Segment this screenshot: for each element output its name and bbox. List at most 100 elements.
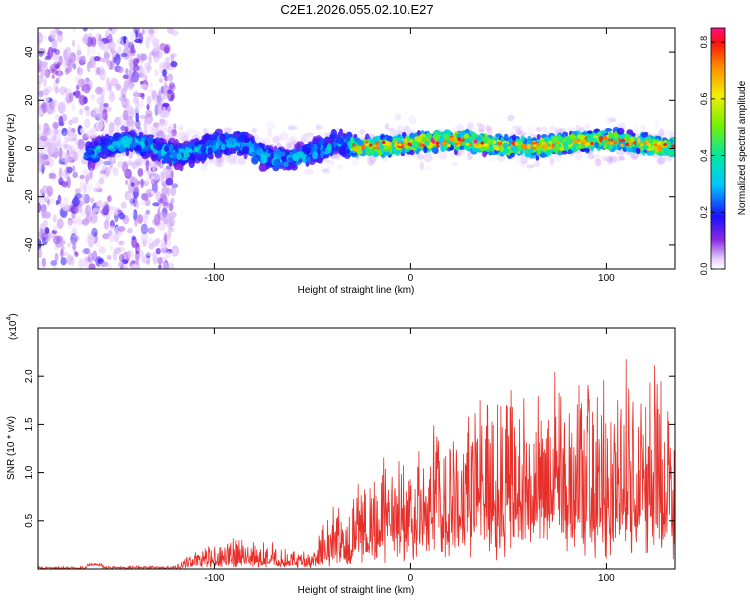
spectrogram-blob: [148, 125, 154, 133]
spectrogram-blob: [103, 160, 111, 166]
spectrogram-blob: [159, 242, 166, 254]
spectrogram-blob: [167, 73, 173, 82]
spectrogram-blob: [163, 134, 170, 139]
spectrogram-blob: [478, 124, 486, 133]
spectrogram-blob: [171, 29, 179, 36]
spectrogram-blob: [155, 102, 164, 115]
spectrogram-blob: [91, 36, 97, 48]
spectrogram-blob: [457, 122, 464, 133]
spectrogram-blob: [174, 143, 179, 153]
spectrogram-blob: [670, 144, 675, 149]
spectrogram-blob: [608, 117, 617, 123]
spectrogram-blob: [152, 218, 159, 226]
spectrogram-blob: [162, 217, 171, 227]
spectrogram-blob: [93, 55, 101, 62]
spectrogram-blob: [85, 174, 89, 185]
spectrogram-blob: [450, 152, 455, 159]
spectrogram-blob: [510, 145, 518, 151]
spectrogram-blob: [44, 232, 49, 243]
spectrogram-blob: [60, 157, 68, 165]
spectrogram-blob: [170, 197, 175, 205]
spectrogram-blob: [66, 149, 70, 162]
spectrogram-blob: [82, 169, 90, 176]
spectrogram-blob: [48, 148, 53, 157]
spectrogram-blob: [158, 89, 162, 95]
spectrogram-blob: [120, 52, 128, 58]
spectrogram-blob: [38, 64, 42, 73]
spectrogram-blob: [145, 251, 154, 257]
spectrogram-blob: [75, 54, 79, 62]
spectrogram-blob: [237, 136, 245, 143]
spectrogram-blob: [607, 155, 613, 165]
spectrogram-blob: [143, 145, 150, 150]
spectrogram-blob: [74, 90, 81, 99]
spectrogram-blob: [42, 88, 50, 96]
spectrogram-blob: [76, 49, 82, 56]
spectrogram-blob: [79, 174, 85, 180]
spectrogram-blob: [96, 96, 104, 105]
spectrogram-blob: [40, 228, 46, 236]
spectrogram-blob: [79, 181, 85, 192]
spectrogram-blob: [140, 83, 148, 90]
spectrogram-blob: [536, 150, 542, 155]
spectrogram-blob: [40, 103, 45, 109]
spectrogram-blob: [149, 81, 153, 88]
spectrogram-blob: [144, 176, 151, 185]
spectrogram-blob: [39, 228, 45, 240]
spectrogram-blob: [89, 167, 94, 180]
spectrogram-blob: [167, 126, 173, 134]
spectrogram-blob: [69, 148, 75, 155]
spectrogram-blob: [44, 160, 50, 166]
spectrogram-blob: [103, 42, 109, 54]
spectrogram-blobs: [38, 28, 675, 269]
spectrogram-blob: [125, 68, 129, 75]
spectrogram-blob: [142, 213, 148, 220]
spectrogram-blob: [54, 252, 59, 262]
spectrogram-blob: [518, 160, 527, 168]
spectrogram-blob: [78, 219, 82, 226]
spectrogram-blob: [137, 126, 142, 132]
spectrogram-blob: [38, 81, 41, 91]
spectrogram-blob: [382, 157, 389, 163]
spectrogram-blob: [168, 162, 173, 167]
spectrogram-blob: [577, 134, 585, 140]
spectrogram-blob: [170, 61, 178, 68]
spectrogram-blob: [165, 56, 170, 61]
spectrogram-blob: [49, 63, 58, 72]
spectrogram-blob: [516, 139, 523, 145]
spectrogram-blob: [425, 132, 432, 138]
spectrogram-blob: [99, 68, 107, 81]
spectrogram-blob: [75, 215, 81, 223]
spectrogram-blob: [509, 152, 515, 158]
spectrogram-blob: [171, 157, 179, 163]
spectrogram-blob: [69, 150, 78, 160]
spectrogram-blob: [52, 134, 62, 144]
spectrogram-blob: [121, 161, 129, 174]
spectrogram-blob: [573, 139, 579, 144]
spectrogram-blob: [168, 81, 176, 89]
spectrogram-blob: [615, 149, 626, 155]
spectrogram-blob: [312, 151, 319, 160]
spectrogram-blob: [96, 66, 101, 76]
spectrogram-blob: [350, 136, 355, 144]
spectrogram-blob: [135, 111, 139, 123]
spectrogram-blob: [162, 167, 169, 180]
spectrogram-blob: [561, 150, 568, 155]
spectrogram-blob: [126, 227, 133, 234]
spectrogram-blob: [79, 108, 84, 116]
spectrogram-blob: [90, 197, 95, 204]
spectrogram-blob: [658, 128, 665, 137]
spectrogram-blob: [49, 30, 57, 39]
spectrogram-blob: [183, 152, 190, 158]
spectrogram-blob: [88, 46, 96, 55]
spectrogram-blob: [89, 28, 96, 31]
spectrogram-blob: [61, 172, 67, 180]
spectrogram-blob: [496, 155, 506, 162]
spectrogram-blob: [542, 126, 547, 132]
spectrogram-blob: [72, 242, 77, 252]
spectrogram-blob: [38, 51, 44, 58]
spectrogram-blob: [587, 153, 595, 160]
spectrogram-blob: [48, 232, 56, 238]
spectrogram-blob: [114, 210, 119, 216]
spectrogram-blob: [656, 157, 662, 165]
